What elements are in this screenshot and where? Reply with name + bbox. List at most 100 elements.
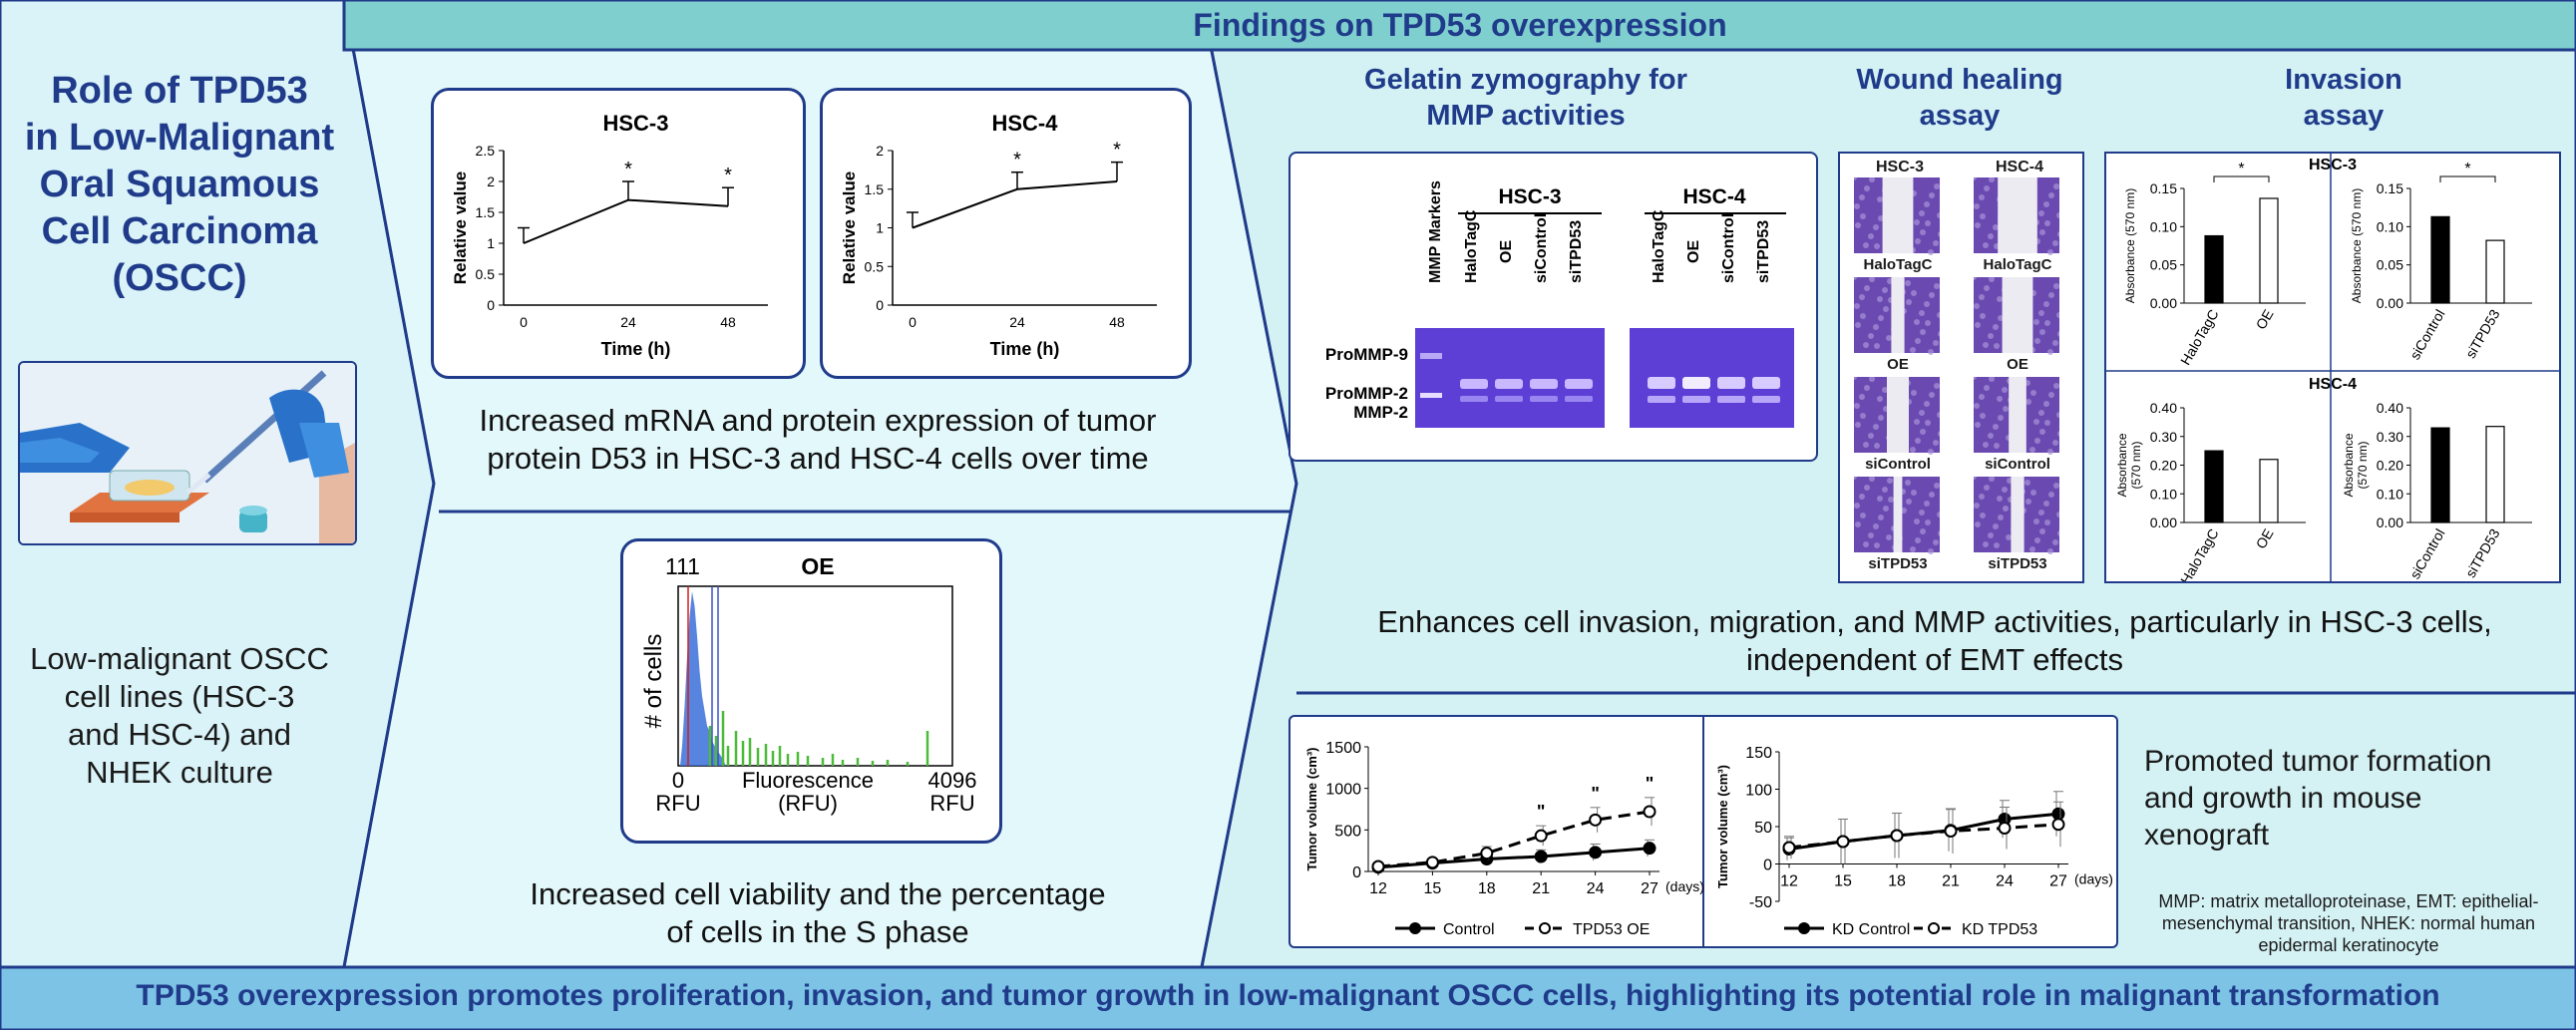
gel-band — [1717, 377, 1745, 389]
x-tick-label: 27 — [2049, 873, 2067, 890]
micrograph-texture — [1868, 532, 1874, 538]
micrograph-texture — [2048, 192, 2054, 198]
mrna-panel-hsc4: HSC-4 0 0.5 1 1.5 2 0 24 48 Time (h) Relative valu… — [820, 88, 1192, 379]
invasion-title: Invasion assay — [2194, 62, 2493, 134]
micrograph-texture — [1882, 487, 1888, 493]
x-tick-label: 24 — [620, 314, 636, 330]
y-axis-label: Absorbance — [2342, 433, 2356, 497]
x-tick-label: HaloTagC — [2177, 307, 2222, 368]
bar — [2485, 239, 2505, 304]
micrograph-texture — [1854, 403, 1860, 409]
pipette-hand-icon — [20, 363, 355, 543]
y-tick-label: 0 — [1763, 858, 1772, 874]
abbrev-line: epidermal keratinocyte — [2258, 935, 2439, 955]
significance-mark: " — [1646, 774, 1655, 794]
micrograph-texture — [1988, 333, 1994, 339]
y-tick-label: 0.00 — [2150, 295, 2177, 311]
lane-label: HaloTagC — [1463, 209, 1480, 283]
left-title-line: Cell Carcinoma — [41, 210, 318, 252]
micrograph-texture — [1864, 485, 1870, 491]
micrograph-texture — [1869, 377, 1875, 382]
micrograph-texture — [1920, 329, 1926, 335]
invasion-group-label: HSC-3 — [2309, 157, 2357, 173]
x-tick-label: 12 — [1780, 873, 1798, 890]
x-tick-label: siTPD53 — [2462, 306, 2503, 361]
y-tick-label: 0 — [487, 297, 495, 313]
gel-band — [1752, 396, 1780, 403]
micrograph-texture — [2047, 349, 2053, 355]
micrograph-texture — [1924, 501, 1930, 507]
gel-band — [1460, 396, 1488, 402]
y-tick-label: 0 — [876, 297, 884, 313]
y-axis-label: Absorbance — [2115, 433, 2129, 497]
micrograph-texture — [1980, 413, 1986, 419]
micrograph-texture — [2039, 329, 2045, 335]
micrograph-texture — [1974, 503, 1980, 509]
micrograph-texture — [2033, 518, 2039, 524]
micrograph-texture — [1919, 310, 1925, 316]
y-axis-label: Tumor volume (cm³) — [1304, 748, 1319, 871]
micrograph-texture — [1928, 349, 1934, 355]
lane-label: siTPD53 — [1568, 220, 1585, 283]
micrograph-texture — [2057, 530, 2059, 536]
micrograph-texture — [1869, 177, 1875, 182]
y-tick-label: 0.10 — [2150, 486, 2177, 502]
lane-label: HaloTagC — [1651, 209, 1667, 283]
significance-mark: * — [2238, 161, 2244, 177]
micrograph-texture — [1934, 383, 1940, 389]
left-title: Role of TPD53 in Low-Malignant Oral Squa… — [10, 68, 349, 302]
micrograph-texture — [1925, 420, 1931, 426]
micrograph-texture — [1920, 229, 1926, 235]
micrograph-texture — [1860, 313, 1866, 319]
micrograph-texture — [1975, 322, 1981, 328]
data-point — [1534, 829, 1548, 843]
y-tick-label: 0 — [1352, 864, 1361, 881]
micrograph-texture — [1859, 194, 1865, 200]
y-tick-label: 0.10 — [2377, 486, 2403, 502]
micrograph-texture — [2034, 537, 2040, 543]
micrograph-texture — [2053, 183, 2059, 189]
micrograph-texture — [1854, 503, 1860, 509]
data-point — [1589, 813, 1603, 827]
micrograph-texture — [2033, 319, 2039, 325]
wound-micrograph — [1854, 377, 1940, 455]
legend-label: KD Control — [1832, 921, 1910, 938]
micrograph-texture — [1988, 233, 1994, 239]
micrograph-texture — [2047, 449, 2053, 455]
micrograph-texture — [1989, 277, 1995, 282]
y-axis-label: Tumor volume (cm³) — [1715, 765, 1730, 888]
micrograph-texture — [1919, 210, 1925, 216]
flow-caption: Increased cell viability and the percent… — [439, 875, 1197, 951]
x-tick-label: 21 — [1532, 880, 1550, 897]
legend-marker — [1798, 922, 1810, 934]
histogram-g1-peak — [680, 591, 726, 766]
micrograph-texture — [1874, 443, 1880, 449]
micrograph-texture — [1911, 290, 1917, 296]
micrograph-texture — [2052, 539, 2058, 545]
y-tick-label: 500 — [1334, 823, 1361, 840]
micrograph-texture — [2047, 249, 2053, 255]
gel-band — [1648, 396, 1675, 403]
invasion-panel: HSC-3 HSC-4 0.00 0.05 0.10 0.15 Absorbance (57… — [2104, 152, 2561, 587]
zymo-gel: MMP Markers HSC-3 HSC-4 HaloTagC HaloTagC OE O… — [1325, 180, 1794, 428]
flow-x-right: 4096 — [928, 768, 977, 793]
micrograph-texture — [1983, 541, 1989, 547]
y-tick-label: 1 — [487, 235, 495, 251]
y-tick-label: 0.00 — [2377, 295, 2403, 311]
micrograph-texture — [1854, 377, 1857, 380]
zymo-panel: MMP Markers HSC-3 HSC-4 HaloTagC HaloTagC OE O… — [1288, 152, 1818, 462]
micrograph-texture — [2052, 440, 2058, 446]
tumor-caption: Promoted tumor formation and growth in m… — [2144, 743, 2563, 854]
left-title-line: Oral Squamous — [39, 164, 320, 205]
gel-band — [1420, 393, 1442, 398]
data-point — [1589, 846, 1603, 859]
gel-band — [1682, 377, 1710, 389]
micrograph-texture — [1915, 238, 1921, 244]
micrograph-texture — [2030, 390, 2036, 396]
wound-title-line: assay — [1919, 100, 2001, 132]
micrograph-texture — [1859, 394, 1865, 400]
y-tick-label: 0.05 — [2150, 257, 2177, 273]
tumor-caption-line: xenograft — [2144, 819, 2270, 852]
wound-gap — [1893, 477, 1903, 552]
